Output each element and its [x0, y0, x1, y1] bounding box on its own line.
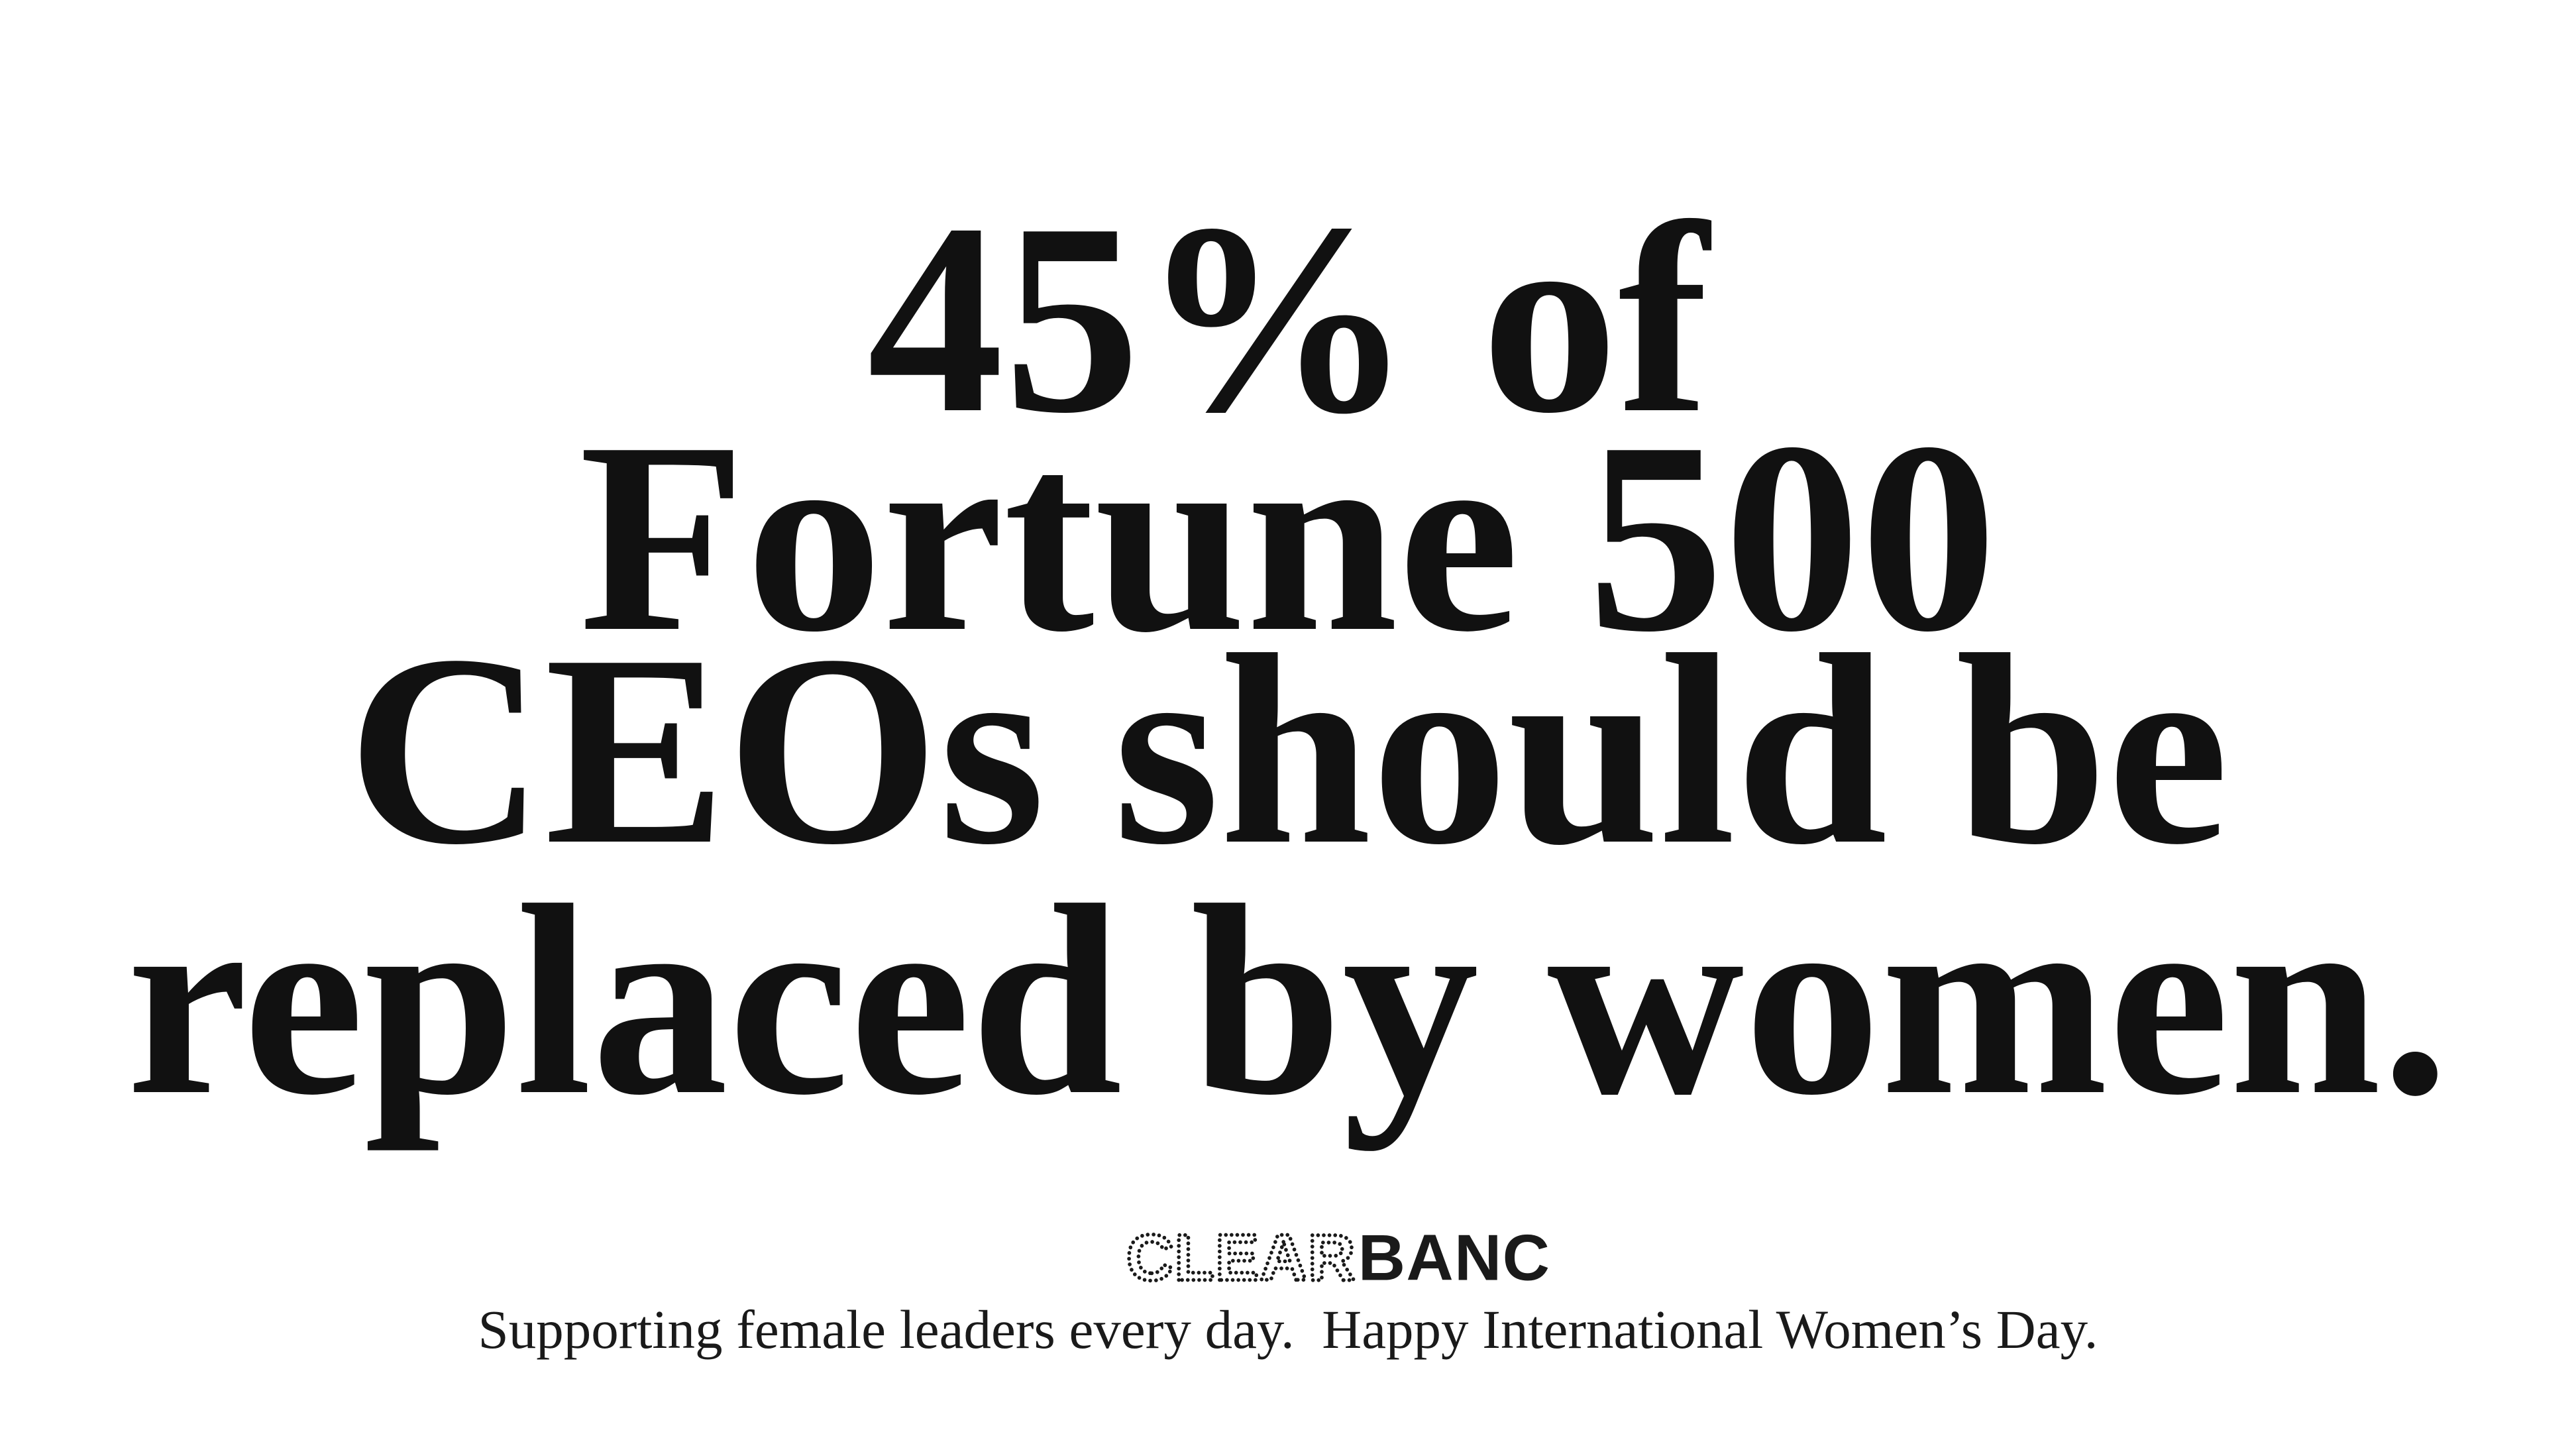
svg-text:CLEAR: CLEAR	[1126, 1221, 1356, 1294]
svg-text:BANC: BANC	[1358, 1221, 1551, 1294]
